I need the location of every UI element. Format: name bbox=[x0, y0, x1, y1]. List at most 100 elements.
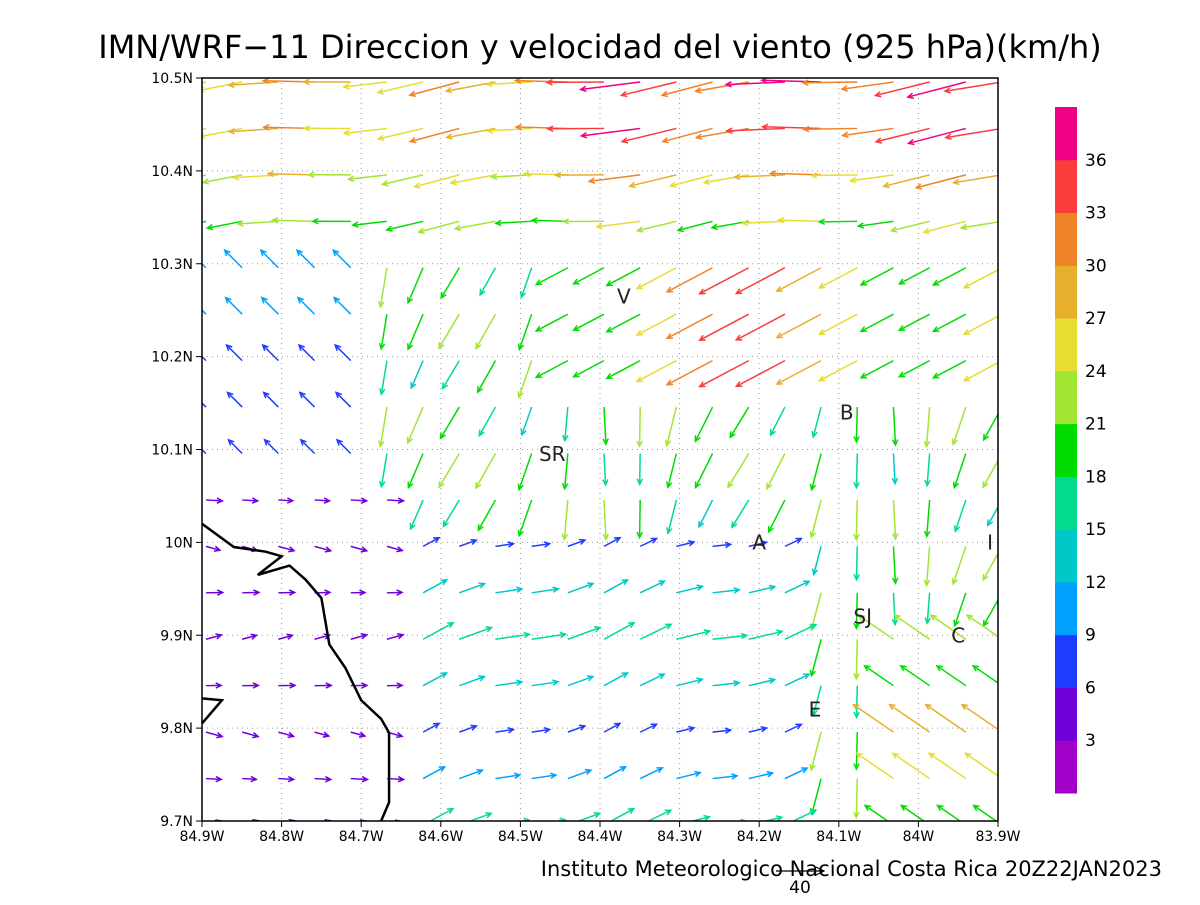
wind-vector bbox=[476, 454, 495, 489]
wind-vector bbox=[238, 221, 278, 224]
y-tick-label: 10.5N bbox=[151, 71, 193, 87]
wind-vector bbox=[607, 268, 640, 286]
wind-vector bbox=[199, 128, 242, 136]
wind-vector bbox=[933, 314, 965, 331]
wind-vector bbox=[387, 221, 423, 230]
wind-vector bbox=[678, 221, 712, 230]
wind-vector bbox=[893, 407, 895, 445]
wind-vector bbox=[415, 175, 460, 187]
wind-vector bbox=[640, 674, 664, 686]
wind-vector bbox=[819, 314, 857, 334]
wind-vector bbox=[411, 361, 423, 388]
map-title: IMN/WRF−11 Direccion y velocidad del vie… bbox=[98, 28, 1101, 66]
footer-credit: Instituto Meteorologico Nacional Costa R… bbox=[541, 857, 1162, 881]
y-tick-label: 10.3N bbox=[151, 257, 193, 273]
wind-vector bbox=[564, 500, 567, 539]
wind-vector bbox=[272, 220, 314, 221]
wind-vector bbox=[811, 732, 821, 770]
wind-vector bbox=[955, 500, 966, 531]
wind-vector bbox=[408, 454, 423, 488]
wind-vector bbox=[419, 221, 460, 232]
wind-vector bbox=[607, 361, 640, 379]
wind-vector bbox=[478, 500, 495, 530]
wind-vector bbox=[228, 392, 243, 407]
wind-vector bbox=[207, 221, 242, 228]
wind-vector bbox=[984, 407, 1002, 440]
wind-vector bbox=[891, 221, 929, 231]
wind-vector bbox=[937, 666, 966, 686]
wind-vector bbox=[441, 268, 459, 298]
wind-vector bbox=[532, 220, 568, 221]
wind-vector bbox=[640, 581, 664, 593]
wind-vector bbox=[521, 268, 531, 297]
wind-vector bbox=[785, 768, 807, 778]
wind-vector bbox=[893, 546, 895, 583]
wind-vector bbox=[640, 768, 662, 779]
wind-vector bbox=[519, 454, 532, 490]
wind-vector bbox=[893, 593, 895, 625]
wind-vector bbox=[964, 268, 1002, 288]
wind-vector bbox=[812, 779, 821, 814]
x-tick-label: 84.8W bbox=[259, 829, 304, 845]
wind-vectors bbox=[163, 78, 1002, 856]
wind-vector bbox=[865, 806, 893, 825]
colorbar-label: 36 bbox=[1085, 151, 1107, 171]
wind-vector bbox=[965, 753, 1002, 778]
colorbar-label: 30 bbox=[1085, 256, 1107, 276]
colorbar-label: 6 bbox=[1085, 678, 1096, 698]
wind-vector bbox=[189, 298, 206, 315]
wind-vector bbox=[637, 221, 676, 230]
wind-vector bbox=[226, 298, 243, 315]
wind-vector-head bbox=[192, 440, 198, 446]
wind-vector bbox=[261, 250, 278, 267]
wind-vector bbox=[581, 128, 640, 135]
wind-vector bbox=[927, 546, 930, 585]
wind-vector bbox=[933, 361, 965, 378]
wind-vector bbox=[441, 407, 460, 438]
wind-vector bbox=[297, 250, 314, 267]
wind-vector bbox=[640, 624, 671, 639]
wind-vector bbox=[522, 407, 532, 435]
wind-vector bbox=[604, 407, 606, 444]
colorbar-label: 24 bbox=[1085, 362, 1107, 382]
wind-vector bbox=[732, 500, 749, 527]
x-tick-label: 84.9W bbox=[179, 829, 224, 845]
wind-vector bbox=[856, 454, 857, 488]
wind-vector bbox=[988, 500, 1002, 525]
wind-vector bbox=[444, 500, 460, 526]
wind-vector bbox=[225, 250, 242, 267]
wind-vector bbox=[743, 221, 785, 223]
wind-vector bbox=[423, 767, 445, 779]
wind-vector bbox=[640, 500, 641, 538]
wind-vector bbox=[408, 314, 423, 349]
wind-vector bbox=[771, 407, 785, 435]
place-label: E bbox=[809, 698, 822, 722]
wind-vector bbox=[568, 628, 600, 640]
x-tick-label: 84.7W bbox=[339, 829, 384, 845]
wind-vector bbox=[380, 268, 386, 307]
wind-vector bbox=[349, 175, 387, 179]
wind-vector bbox=[924, 221, 966, 232]
wind-vector bbox=[637, 268, 676, 289]
wind-vector-head bbox=[812, 850, 817, 856]
wind-vector bbox=[423, 673, 446, 686]
wind-vector bbox=[265, 440, 279, 454]
wind-vector bbox=[630, 175, 677, 186]
wind-vector bbox=[953, 407, 966, 444]
wind-vector bbox=[519, 500, 531, 536]
wind-vector bbox=[604, 809, 634, 825]
wind-vector bbox=[843, 128, 894, 135]
wind-vector bbox=[597, 221, 640, 226]
wind-vector bbox=[954, 454, 965, 488]
wind-vector bbox=[668, 454, 676, 488]
y-tick-label: 10.1N bbox=[151, 443, 193, 459]
coastline-segment bbox=[202, 698, 222, 723]
wind-vector bbox=[640, 407, 641, 446]
wind-vector bbox=[301, 440, 315, 454]
wind-vector bbox=[574, 361, 604, 377]
y-tick-label: 9.7N bbox=[160, 814, 193, 830]
